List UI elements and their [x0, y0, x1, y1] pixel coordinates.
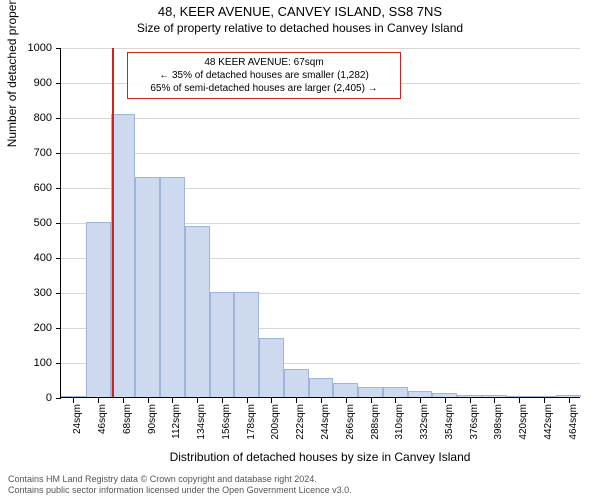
annotation-line: 48 KEER AVENUE: 67sqm [134, 56, 394, 69]
ytick-labels: 01002003004005006007008009001000 [0, 48, 56, 398]
xtick-label: 442sqm [543, 404, 554, 440]
histogram-bar [234, 292, 259, 397]
histogram-bar [284, 369, 309, 397]
histogram-bar [61, 396, 86, 397]
histogram-bar [111, 114, 136, 398]
xtick-label: 90sqm [147, 404, 158, 434]
ytick-mark [56, 293, 61, 294]
xtick-label: 112sqm [171, 404, 182, 439]
histogram-bar [160, 177, 185, 398]
footer: Contains HM Land Registry data © Crown c… [8, 474, 352, 496]
histogram-bar [259, 338, 284, 398]
annotation-line: 65% of semi-detached houses are larger (… [134, 82, 394, 95]
footer-line-1: Contains HM Land Registry data © Crown c… [8, 474, 352, 485]
ytick-mark [56, 328, 61, 329]
xtick-label: 156sqm [221, 404, 232, 440]
xtick-label: 420sqm [518, 404, 529, 440]
xaxis-title: Distribution of detached houses by size … [60, 450, 580, 464]
ytick-label: 0 [46, 392, 52, 404]
gridline [61, 48, 580, 49]
ytick-label: 900 [34, 77, 52, 89]
ytick-mark [56, 258, 61, 259]
title-line-2: Size of property relative to detached ho… [0, 21, 600, 35]
plot-area: 48 KEER AVENUE: 67sqm← 35% of detached h… [60, 48, 580, 398]
ytick-mark [56, 153, 61, 154]
title-line-1: 48, KEER AVENUE, CANVEY ISLAND, SS8 7NS [0, 4, 600, 19]
annotation-box: 48 KEER AVENUE: 67sqm← 35% of detached h… [127, 52, 401, 99]
xtick-label: 398sqm [493, 404, 504, 440]
xtick-label: 200sqm [270, 404, 281, 440]
histogram-bar [135, 177, 160, 398]
xtick-label: 376sqm [469, 404, 480, 440]
xtick-label: 24sqm [72, 404, 83, 434]
histogram-bar [383, 387, 408, 398]
ytick-mark [56, 188, 61, 189]
histogram-bar [507, 396, 532, 397]
ytick-label: 200 [34, 322, 52, 334]
xtick-label: 354sqm [444, 404, 455, 440]
histogram-bar [531, 396, 556, 397]
ytick-mark [56, 223, 61, 224]
histogram-bar [358, 387, 383, 398]
chart-titles: 48, KEER AVENUE, CANVEY ISLAND, SS8 7NS … [0, 4, 600, 35]
ytick-label: 800 [34, 112, 52, 124]
gridline [61, 153, 580, 154]
xtick-label: 310sqm [394, 404, 405, 440]
xtick-label: 178sqm [246, 404, 257, 440]
xtick-label: 266sqm [345, 404, 356, 440]
histogram-bar [185, 226, 210, 398]
annotation-line: ← 35% of detached houses are smaller (1,… [134, 69, 394, 82]
ytick-label: 700 [34, 147, 52, 159]
histogram-bar [210, 292, 235, 397]
marker-line [112, 48, 114, 397]
ytick-mark [56, 83, 61, 84]
ytick-label: 600 [34, 182, 52, 194]
xtick-label: 46sqm [97, 404, 108, 434]
xtick-label: 332sqm [419, 404, 430, 440]
histogram-bar [482, 395, 507, 397]
ytick-mark [56, 363, 61, 364]
xtick-label: 68sqm [122, 404, 133, 434]
xtick-label: 464sqm [568, 404, 579, 440]
footer-line-2: Contains public sector information licen… [8, 485, 352, 496]
histogram-bar [457, 395, 482, 397]
xtick-labels: 24sqm 46sqm 68sqm 90sqm 112sqm 134sqm 156sqm 17… [60, 398, 580, 458]
ytick-label: 300 [34, 287, 52, 299]
histogram-bar [86, 222, 111, 397]
xtick-label: 288sqm [370, 404, 381, 440]
histogram-bar [408, 391, 433, 397]
gridline [61, 118, 580, 119]
ytick-label: 1000 [28, 42, 52, 54]
histogram-bar [432, 393, 457, 397]
ytick-mark [56, 48, 61, 49]
ytick-label: 100 [34, 357, 52, 369]
histogram-bar [333, 383, 358, 397]
ytick-mark [56, 118, 61, 119]
histogram-bar [556, 395, 581, 397]
xtick-label: 134sqm [196, 404, 207, 440]
xtick-label: 244sqm [320, 404, 331, 440]
xtick-label: 222sqm [295, 404, 306, 440]
ytick-label: 400 [34, 252, 52, 264]
histogram-bar [309, 378, 334, 397]
ytick-label: 500 [34, 217, 52, 229]
